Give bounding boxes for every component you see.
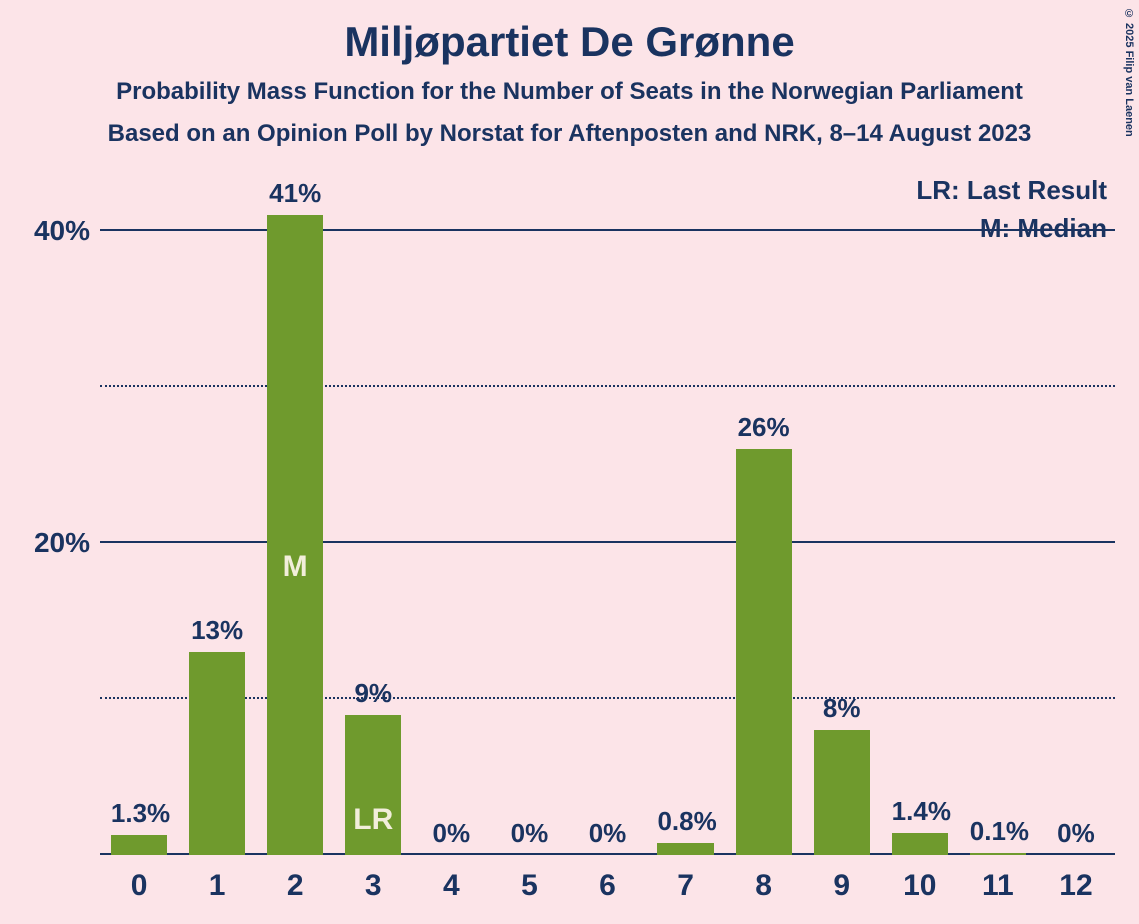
x-axis-tick-label: 6 [599, 855, 616, 903]
x-axis-tick-label: 8 [755, 855, 772, 903]
bar-value-label: 13% [189, 615, 245, 652]
bar: 13% [189, 652, 245, 855]
chart-subtitle-1: Probability Mass Function for the Number… [0, 66, 1139, 106]
bar-value-label: 26% [736, 412, 792, 449]
bar-value-label: 41% [267, 178, 323, 215]
bar-value-label: 1.4% [892, 796, 948, 833]
plot-region: 20%40%LR: Last ResultM: Median1.3%013%14… [100, 215, 1115, 855]
bar: 0.8% [657, 843, 713, 855]
x-axis-tick-label: 12 [1059, 855, 1092, 903]
bar: 9%LR [345, 715, 401, 855]
gridline-major [100, 229, 1115, 231]
last-result-marker: LR [345, 803, 401, 837]
bar: 8% [814, 730, 870, 855]
bar-value-label: 0% [501, 818, 557, 855]
gridline-minor [100, 697, 1115, 699]
bar: 1.3% [111, 835, 167, 855]
x-axis-tick-label: 1 [209, 855, 226, 903]
y-axis-tick-label: 20% [30, 527, 90, 559]
chart-title: Miljøpartiet De Grønne [0, 0, 1139, 66]
copyright-label: © 2025 Filip van Laenen [1123, 8, 1135, 137]
bar: 26% [736, 449, 792, 855]
bar: 41%M [267, 215, 323, 855]
bar-value-label: 0% [579, 818, 635, 855]
x-axis-tick-label: 0 [131, 855, 148, 903]
bar-value-label: 0.1% [970, 816, 1026, 853]
x-axis-tick-label: 5 [521, 855, 538, 903]
x-axis-tick-label: 2 [287, 855, 304, 903]
chart-subtitle-2: Based on an Opinion Poll by Norstat for … [0, 106, 1139, 148]
x-axis-tick-label: 4 [443, 855, 460, 903]
bar-value-label: 8% [814, 693, 870, 730]
chart-area: 20%40%LR: Last ResultM: Median1.3%013%14… [70, 215, 1115, 855]
y-axis-tick-label: 40% [30, 215, 90, 247]
gridline-minor [100, 385, 1115, 387]
bar-value-label: 9% [345, 678, 401, 715]
x-axis-tick-label: 7 [677, 855, 694, 903]
gridline-major [100, 541, 1115, 543]
legend-last-result: LR: Last Result [916, 175, 1107, 206]
bar-value-label: 1.3% [111, 798, 167, 835]
x-axis-tick-label: 9 [833, 855, 850, 903]
bar-value-label: 0% [1048, 818, 1104, 855]
x-axis-tick-label: 10 [903, 855, 936, 903]
x-axis-tick-label: 3 [365, 855, 382, 903]
bar: 1.4% [892, 833, 948, 855]
legend-median: M: Median [980, 213, 1107, 244]
bar-value-label: 0% [423, 818, 479, 855]
bar-value-label: 0.8% [657, 806, 713, 843]
x-axis-tick-label: 11 [982, 855, 1014, 903]
median-marker: M [267, 550, 323, 584]
